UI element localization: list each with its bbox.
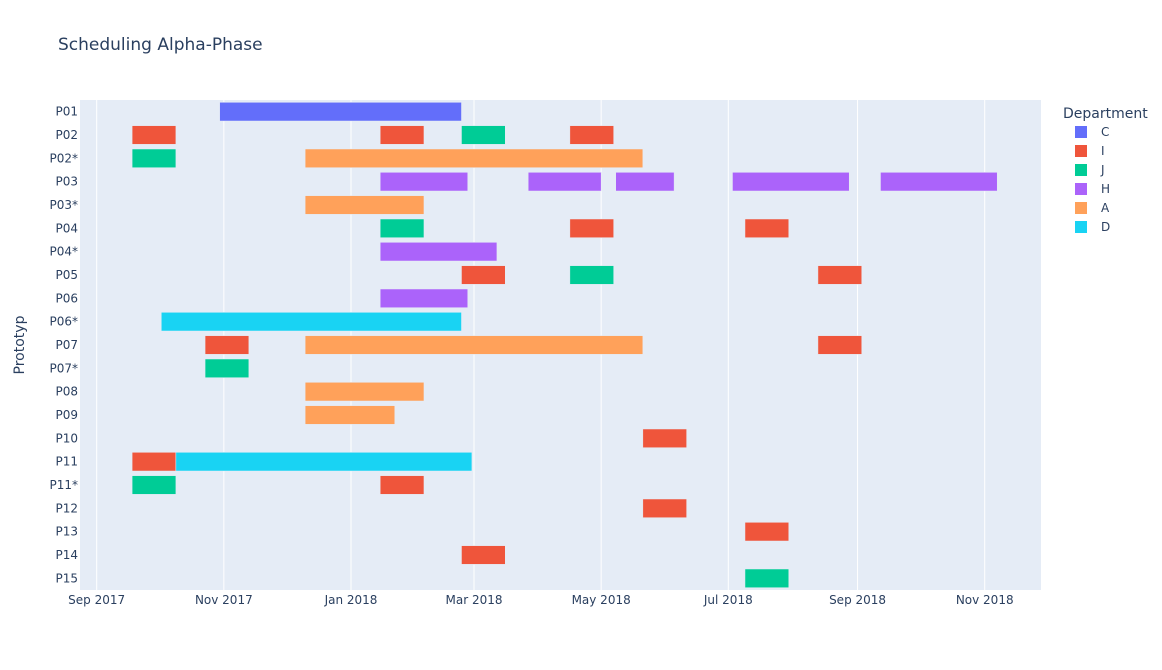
x-tick-label: Sep 2018 [829,593,886,607]
legend-swatch[interactable] [1075,202,1087,214]
legend-label[interactable]: J [1100,163,1105,177]
task-bar[interactable] [379,288,468,308]
task-bar[interactable] [204,358,250,378]
task-bar[interactable] [615,172,675,192]
y-tick-label: P13 [55,525,78,539]
y-tick-label: P06* [49,315,78,329]
legend-label[interactable]: D [1101,220,1110,234]
task-bar[interactable] [379,242,498,262]
y-tick-label: P01 [55,105,78,119]
chart-title: Scheduling Alpha-Phase [58,35,263,55]
legend-swatch[interactable] [1075,145,1087,157]
legend-swatch[interactable] [1075,164,1087,176]
legend-swatch[interactable] [1075,126,1087,138]
y-tick-label: P11* [49,478,78,492]
task-bar[interactable] [744,568,790,588]
x-tick-label: Nov 2017 [195,593,253,607]
x-tick-label: Sep 2017 [68,593,125,607]
task-bar[interactable] [161,312,462,332]
y-tick-label: P08 [55,385,78,399]
legend-label[interactable]: C [1101,125,1109,139]
task-bar[interactable] [527,172,602,192]
task-bar[interactable] [461,545,506,565]
legend-label[interactable]: I [1101,144,1105,158]
legend-title: Department [1063,106,1148,122]
task-bar[interactable] [131,452,177,472]
y-tick-label: P05 [55,268,78,282]
y-tick-label: P04 [55,221,78,235]
task-bar[interactable] [204,335,250,355]
y-tick-label: P14 [55,548,78,562]
y-axis-title: Prototyp [12,315,28,374]
task-bar[interactable] [461,125,506,145]
task-bar[interactable] [379,218,425,238]
task-bar[interactable] [304,148,644,168]
task-bar[interactable] [379,475,425,495]
y-tick-label: P15 [55,571,78,585]
x-tick-label: Jan 2018 [324,593,378,607]
task-bar[interactable] [131,475,177,495]
x-tick-label: Jul 2018 [703,593,753,607]
x-tick-label: Nov 2018 [956,593,1014,607]
task-bar[interactable] [379,125,425,145]
legend-swatch[interactable] [1075,221,1087,233]
task-bar[interactable] [642,498,687,518]
task-bar[interactable] [304,195,425,215]
y-tick-label: P02 [55,128,78,142]
y-tick-label: P06 [55,291,78,305]
y-tick-label: P04* [49,245,78,259]
task-bar[interactable] [732,172,850,192]
y-axis-ticks: P01 P02 P02* P03 P03* P04 P04* P05 P06 P06* P07 P07… [49,105,78,586]
task-bar[interactable] [219,102,462,122]
y-tick-label: P03 [55,175,78,189]
x-tick-label: Mar 2018 [445,593,502,607]
task-bar[interactable] [642,428,687,448]
x-axis-ticks: Sep 2017 Nov 2017 Jan 2018 Mar 2018 May 2018… [68,593,1013,607]
task-bar[interactable] [461,265,506,285]
task-bar[interactable] [569,125,614,145]
legend-label[interactable]: H [1101,182,1110,196]
task-bar[interactable] [304,405,396,425]
task-bar[interactable] [379,172,468,192]
y-tick-label: P07 [55,338,78,352]
y-tick-label: P11 [55,455,78,469]
task-bar[interactable] [569,265,614,285]
y-tick-label: P02* [49,151,78,165]
y-tick-label: P10 [55,431,78,445]
task-bar[interactable] [131,148,177,168]
y-tick-label: P12 [55,501,78,515]
task-bar[interactable] [817,335,862,355]
task-bar[interactable] [817,265,862,285]
task-bars [131,102,998,588]
task-bar[interactable] [304,335,644,355]
legend-swatch[interactable] [1075,183,1087,195]
x-tick-label: May 2018 [572,593,631,607]
y-tick-label: P03* [49,198,78,212]
task-bar[interactable] [175,452,473,472]
task-bar[interactable] [744,522,790,542]
task-bar[interactable] [569,218,614,238]
y-tick-label: P09 [55,408,78,422]
legend-label[interactable]: A [1101,201,1110,215]
task-bar[interactable] [131,125,177,145]
task-bar[interactable] [880,172,998,192]
task-bar[interactable] [304,382,425,402]
y-tick-label: P07* [49,361,78,375]
task-bar[interactable] [744,218,790,238]
